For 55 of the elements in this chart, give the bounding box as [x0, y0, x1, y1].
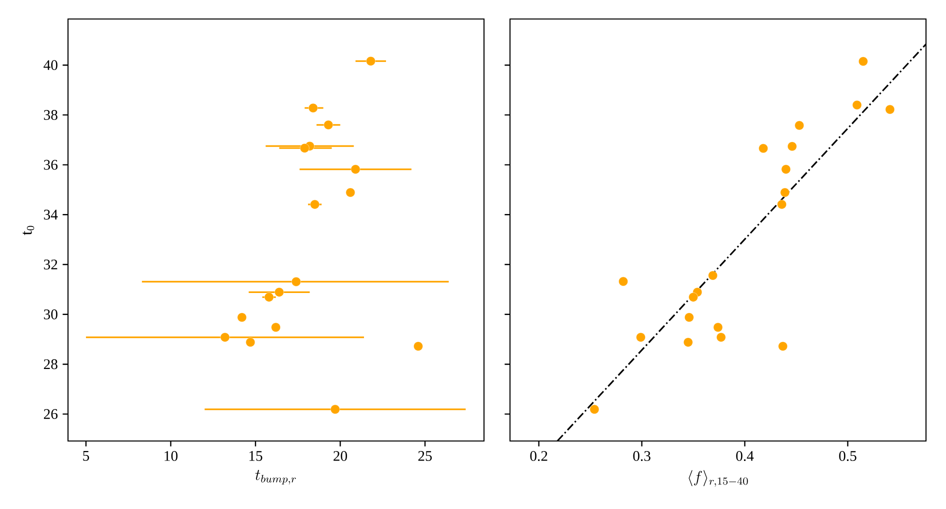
point — [271, 322, 281, 332]
point — [292, 277, 301, 286]
point — [636, 332, 646, 342]
point — [758, 144, 768, 154]
y-tick-label: 36 — [44, 160, 58, 170]
y-tick-label: 28 — [44, 359, 58, 370]
y-tick-label: 40 — [44, 60, 58, 70]
x-tick-label: 15 — [249, 451, 262, 461]
point — [237, 312, 247, 322]
x-tick-label: 25 — [418, 451, 432, 461]
y-tick-label: 26 — [44, 409, 58, 419]
point — [683, 338, 693, 347]
y-axis-title: t$_{0}$ — [22, 226, 34, 236]
point — [780, 188, 790, 198]
point — [220, 332, 230, 342]
point — [590, 404, 600, 414]
point — [852, 100, 862, 110]
point — [684, 312, 694, 322]
x-tick-label: 0.3 — [633, 451, 650, 461]
y-tick-label: 38 — [44, 110, 58, 120]
point — [246, 338, 256, 347]
point — [858, 56, 868, 66]
point — [787, 142, 797, 152]
x-tick-label: 5 — [83, 451, 90, 461]
point — [414, 342, 423, 351]
point — [346, 188, 356, 198]
x-tick-label: 20 — [334, 451, 348, 461]
point — [778, 342, 788, 351]
point — [794, 120, 804, 130]
point — [777, 200, 787, 210]
point — [264, 292, 274, 302]
point — [885, 104, 895, 114]
point — [274, 288, 284, 297]
point — [618, 276, 628, 286]
x-tick-label: 10 — [164, 451, 178, 461]
x-tick-label: 0.2 — [530, 451, 548, 461]
point — [308, 103, 318, 113]
y-tick-label: 30 — [44, 309, 58, 320]
point — [330, 404, 340, 414]
point — [688, 292, 698, 302]
x-tick-label: 0.5 — [839, 451, 856, 461]
point — [310, 200, 320, 210]
point — [708, 270, 718, 280]
x-tick-label: 0.4 — [736, 451, 754, 461]
point — [300, 143, 310, 153]
point — [350, 164, 360, 174]
point — [716, 332, 726, 342]
y-tick-label: 34 — [44, 210, 58, 220]
point — [781, 164, 791, 174]
point — [324, 120, 334, 130]
x-axis-title: $t_{bump,r}$ — [255, 470, 296, 484]
point — [366, 56, 376, 66]
x-axis-title: $\langle f\rangle_{r,15-40}$ — [688, 470, 748, 487]
point — [713, 322, 723, 332]
y-tick-label: 32 — [44, 260, 58, 270]
